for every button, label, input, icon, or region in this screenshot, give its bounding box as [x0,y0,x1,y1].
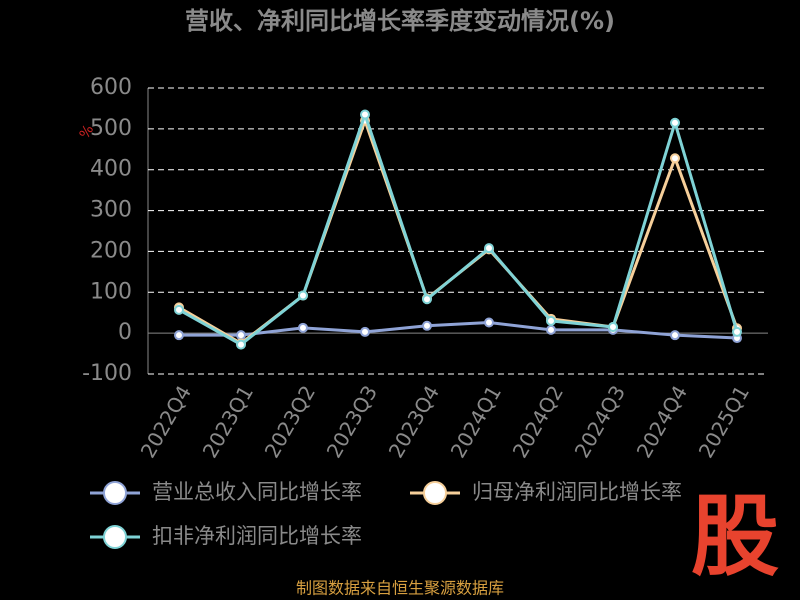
data-point [670,330,680,341]
y-tick-label: 400 [90,157,132,182]
legend-label: 营业总收入同比增长率 [152,480,362,504]
legend-label: 扣非净利润同比增长率 [152,524,362,548]
x-tick-label: 2023Q1 [198,381,258,462]
data-point [298,322,308,333]
data-point [236,339,246,350]
y-tick-label: 600 [90,75,132,100]
data-point [360,109,370,120]
data-point [670,117,680,128]
data-point [670,153,680,164]
legend-marker [103,481,127,505]
data-point [732,326,742,337]
data-point [422,294,432,305]
data-point [484,243,494,254]
x-tick-label: 2024Q2 [508,381,568,462]
x-tick-label: 2023Q4 [384,381,444,462]
data-point [298,290,308,301]
chart-title: 营收、净利同比增长率季度变动情况(%) [185,7,615,35]
series-line [179,321,738,340]
data-point [546,315,556,326]
x-tick-label: 2024Q1 [446,381,506,462]
data-point [484,317,494,328]
y-tick-label: 500 [90,116,132,141]
source-note: 制图数据来自恒生聚源数据库 [296,579,504,598]
x-tick-label: 2023Q2 [260,381,320,462]
data-point [236,330,246,341]
y-tick-label: -100 [82,361,132,386]
x-tick-label: 2024Q4 [632,381,692,462]
data-point [422,320,432,331]
legend-marker [103,525,127,549]
data-point [174,330,184,341]
data-point [608,322,618,333]
x-tick-label: 2025Q1 [694,381,754,462]
series-line [178,116,739,346]
data-point [360,326,370,337]
watermark: 股 [691,485,779,588]
legend-marker [423,481,447,505]
x-tick-label: 2024Q3 [570,381,630,462]
x-tick-label: 2023Q3 [322,381,382,462]
y-tick-label: 0 [118,320,132,345]
series-line [178,109,739,347]
data-point [546,324,556,335]
y-tick-label: 100 [90,279,132,304]
legend-label: 归母净利润同比增长率 [472,480,682,504]
x-tick-label: 2022Q4 [136,381,196,462]
data-point [174,304,184,315]
y-tick-label: 300 [90,198,132,223]
y-tick-label: 200 [90,238,132,263]
